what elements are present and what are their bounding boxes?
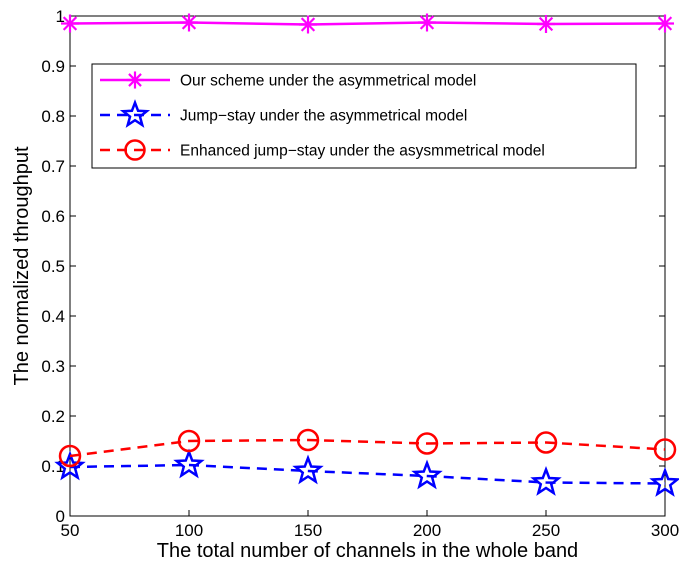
y-axis-label: The normalized throughput [11, 146, 33, 385]
asterisk-marker [126, 71, 144, 89]
circle-marker [534, 431, 558, 454]
x-tick-label: 200 [413, 521, 441, 540]
circle-marker [296, 428, 320, 452]
legend-box [91, 63, 637, 169]
series-lines [54, 13, 679, 497]
series-line [69, 463, 666, 485]
y-tick-label: 0.8 [41, 107, 65, 126]
star-marker [649, 466, 679, 497]
legend-label: Jump−stay under the asymmetrical model [180, 108, 467, 125]
axis-tick-labels: 50 100 150 200 250 30000.10.20.30.40.50.60.70… [41, 7, 679, 540]
circle-marker [124, 139, 146, 161]
asterisk-marker [418, 13, 436, 32]
circle-marker [653, 438, 677, 461]
y-tick-label: 0.6 [41, 207, 65, 226]
star-marker [530, 465, 562, 496]
asterisk-marker [61, 14, 79, 33]
y-tick-label: 1 [56, 7, 65, 26]
legend-label: Enhanced jump−stay under the asysmmetric… [180, 143, 545, 160]
star-marker [119, 99, 151, 128]
x-tick-label: 250 [532, 521, 560, 540]
y-tick-label: 0.9 [41, 57, 65, 76]
circle-marker [58, 444, 82, 468]
asterisk-marker [299, 15, 317, 34]
x-axis-label: The total number of channels in the whol… [157, 540, 578, 562]
x-tick-label: 300 [651, 521, 679, 540]
y-tick-label: 0.4 [41, 307, 65, 326]
star-marker [411, 459, 443, 490]
series-0 [61, 13, 674, 34]
x-tick-label: 150 [294, 521, 322, 540]
series-2 [58, 428, 677, 468]
y-tick-label: 0.2 [41, 407, 65, 426]
y-tick-label: 0.5 [41, 257, 65, 276]
y-tick-label: 0.7 [41, 157, 65, 176]
star-marker [292, 454, 324, 485]
legend-label: Our scheme under the asymmetrical model [180, 73, 476, 90]
circle-marker [415, 432, 439, 455]
series-line [69, 438, 666, 458]
asterisk-marker [656, 14, 674, 33]
x-tick-label: 100 [175, 521, 203, 540]
star-marker [173, 448, 205, 479]
y-tick-label: 0.3 [41, 357, 65, 376]
series-line [69, 21, 666, 26]
y-tick-label: 0 [56, 507, 65, 526]
asterisk-marker [180, 13, 198, 32]
circle-marker [177, 429, 201, 453]
star-marker [54, 450, 86, 481]
x-tick-label: 50 [61, 521, 80, 540]
asterisk-marker [537, 15, 555, 33]
series-1 [54, 448, 679, 497]
legend: Our scheme under the asymmetrical model J… [91, 63, 637, 169]
